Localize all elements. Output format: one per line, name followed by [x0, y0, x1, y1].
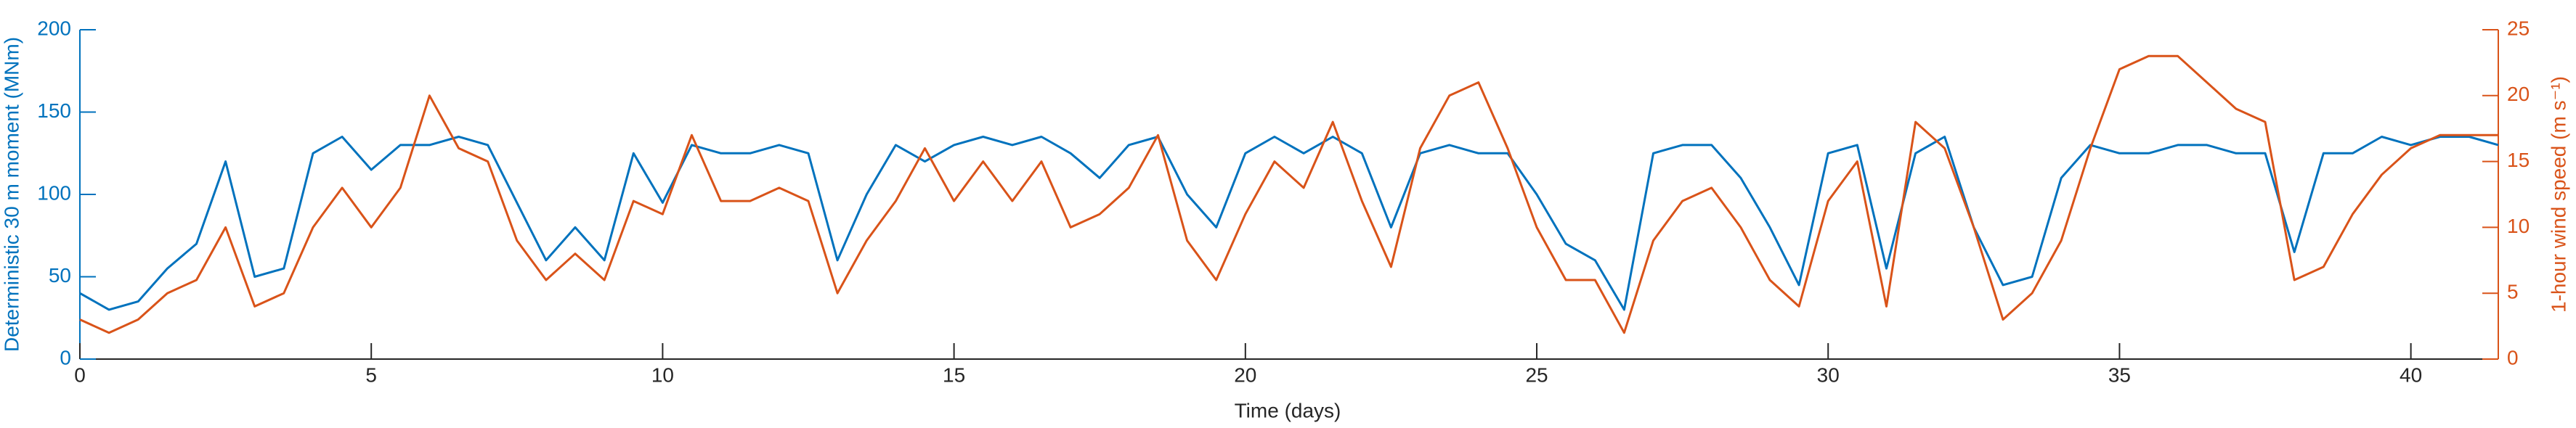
y-tick-label: 200	[37, 17, 71, 39]
y2-tick-label: 5	[2507, 281, 2519, 303]
x-tick-label: 25	[1525, 363, 1548, 386]
y2-axis-label: 1-hour wind speed (m s⁻¹)	[2547, 76, 2569, 313]
x-axis-label: Time (days)	[1235, 399, 1341, 421]
y-tick-label: 50	[49, 264, 71, 287]
x-tick-label: 20	[1234, 363, 1256, 386]
x-tick-label: 35	[2108, 363, 2131, 386]
x-tick-label: 0	[74, 363, 86, 386]
y2-tick-label: 25	[2507, 17, 2530, 39]
series-line	[79, 136, 2499, 311]
x-tick-label: 10	[651, 363, 674, 386]
x-tick-label: 15	[943, 363, 965, 386]
x-tick-label: 5	[365, 363, 377, 386]
x-tick-label: 30	[1817, 363, 1840, 386]
y-tick-label: 100	[37, 181, 71, 204]
y2-tick-label: 15	[2507, 149, 2530, 171]
y-axis-label: Deterministic 30 m moment (MNm)	[0, 37, 23, 352]
x-tick-label: 40	[2400, 363, 2422, 386]
y2-tick-label: 10	[2507, 215, 2530, 237]
series-line	[79, 54, 2498, 334]
y2-tick-label: 20	[2507, 83, 2530, 105]
y-tick-label: 150	[37, 99, 71, 122]
y2-tick-label: 0	[2507, 346, 2519, 369]
y-tick-label: 0	[60, 346, 71, 369]
